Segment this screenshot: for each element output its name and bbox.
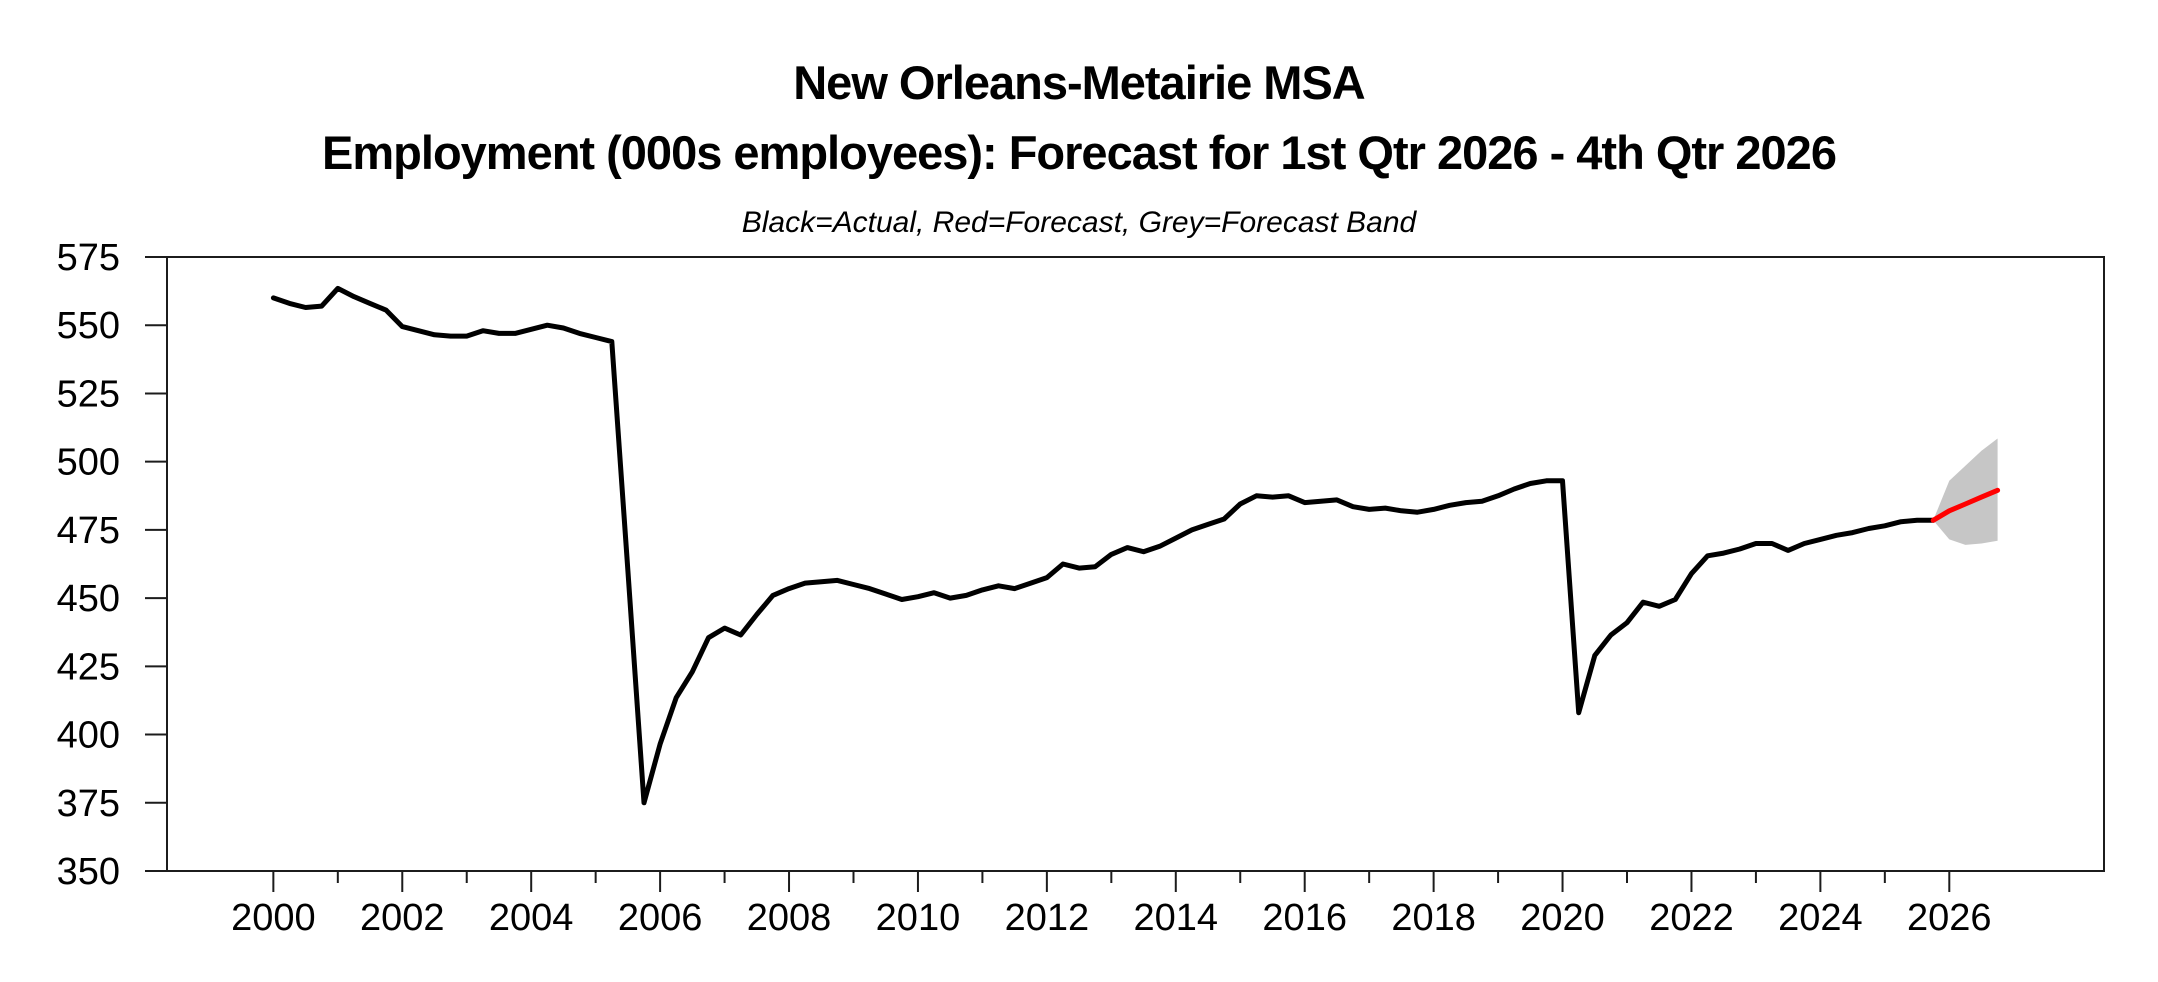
plot-box: [166, 256, 2105, 872]
forecast-line: [1930, 487, 2001, 523]
x-tick-label: 2014: [1134, 897, 1219, 939]
x-tick-label: 2024: [1778, 897, 1863, 939]
y-tick-label: 450: [57, 578, 120, 620]
x-tick-label: 2004: [489, 897, 574, 939]
y-tick-label: 550: [57, 305, 120, 347]
y-tick-label: 525: [57, 373, 120, 415]
x-axis: 2000 2002 2004 2006 2008 2010 2012 2014 2016 2018…: [231, 871, 1992, 939]
y-tick-label: 400: [57, 715, 120, 757]
y-tick-label: 500: [57, 442, 120, 484]
x-tick-label: 2022: [1649, 897, 1734, 939]
x-tick-label: 2012: [1005, 897, 1090, 939]
x-tick-label: 2016: [1262, 897, 1347, 939]
y-axis: 350 375 400 425 450 475 500 525 550 575: [57, 237, 167, 893]
chart-title-line2: Employment (000s employees): Forecast fo…: [322, 126, 1837, 179]
x-tick-label: 2020: [1520, 897, 1605, 939]
y-tick-label: 425: [57, 646, 120, 688]
chart-header: New Orleans-Metairie MSA Employment (000…: [0, 48, 2158, 240]
x-tick-label: 2026: [1907, 897, 1992, 939]
actual-line: [270, 285, 1936, 806]
x-tick-label: 2008: [747, 897, 832, 939]
x-tick-label: 2018: [1391, 897, 1476, 939]
x-tick-label: 2000: [231, 897, 316, 939]
chart-legend-note: Black=Actual, Red=Forecast, Grey=Forecas…: [741, 206, 1417, 239]
y-tick-label: 475: [57, 510, 120, 552]
x-tick-label: 2010: [876, 897, 961, 939]
y-tick-label: 350: [57, 851, 120, 893]
y-tick-label: 375: [57, 783, 120, 825]
y-tick-label: 575: [57, 237, 120, 279]
chart-title-line1: New Orleans-Metairie MSA: [793, 56, 1366, 109]
x-tick-label: 2002: [360, 897, 445, 939]
x-tick-label: 2006: [618, 897, 703, 939]
forecast-band: [1933, 438, 1998, 545]
